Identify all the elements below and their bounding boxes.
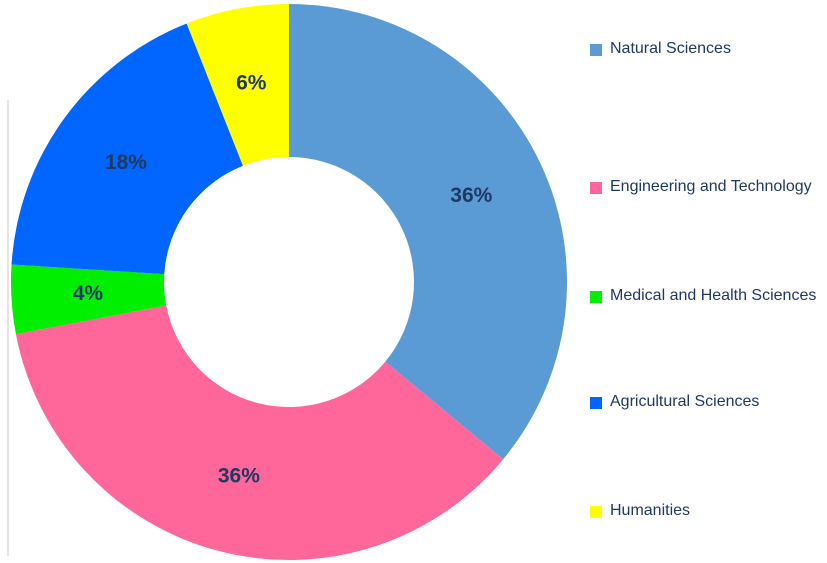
legend-label: Medical and Health Sciences	[610, 287, 817, 304]
data-label: 18%	[105, 151, 147, 174]
legend-swatch	[590, 182, 602, 194]
legend-item: Natural Sciences	[590, 40, 820, 62]
legend-swatch	[590, 506, 602, 518]
legend-item: Agricultural Sciences	[590, 393, 820, 415]
data-label: 36%	[218, 465, 260, 488]
donut-slice	[11, 23, 243, 275]
legend-item: Humanities	[590, 502, 820, 524]
legend-swatch	[590, 397, 602, 409]
data-label: 4%	[73, 282, 104, 305]
legend-label: Engineering and Technology	[610, 178, 812, 195]
legend-item: Engineering and Technology	[590, 178, 820, 200]
legend-label: Agricultural Sciences	[610, 393, 760, 410]
data-label: 6%	[236, 72, 267, 95]
donut-slice	[15, 305, 504, 560]
legend-label: Natural Sciences	[610, 40, 731, 57]
legend-swatch	[590, 44, 602, 56]
donut-slice	[186, 4, 289, 166]
data-label: 36%	[450, 184, 492, 207]
legend-swatch	[590, 291, 602, 303]
legend-item: Medical and Health Sciences	[590, 287, 820, 309]
donut-slice	[289, 4, 567, 460]
donut-slice	[11, 264, 167, 335]
legend-label: Humanities	[610, 502, 691, 519]
